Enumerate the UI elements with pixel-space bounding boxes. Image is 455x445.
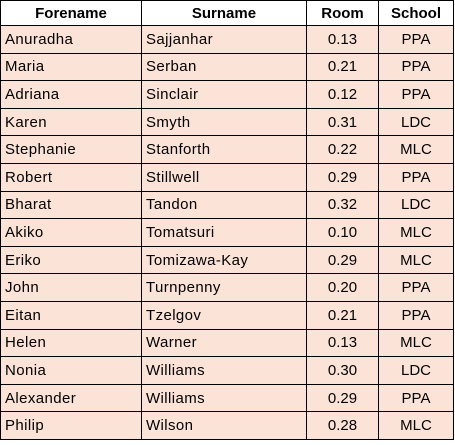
cell-school: PPA [378,25,454,54]
header-room: Room [306,0,379,26]
cell-forename: Eriko [0,245,142,275]
table-row: Akiko Tomatsuri 0.10 MLC [0,218,454,247]
cell-surname: Sinclair [141,80,307,109]
cell-school: LDC [378,107,454,137]
cell-forename: Helen [0,328,142,358]
cell-school: MLC [378,328,454,358]
cell-room: 0.31 [306,107,379,137]
table-row: Karen Smyth 0.31 LDC [0,107,454,137]
cell-room: 0.29 [306,245,379,275]
table-row: Eriko Tomizawa-Kay 0.29 MLC [0,245,454,275]
cell-forename: Bharat [0,190,142,220]
table-row: John Turnpenny 0.20 PPA [0,273,454,302]
table-row: Adriana Sinclair 0.12 PPA [0,80,454,109]
cell-school: MLC [378,218,454,247]
cell-forename: Alexander [0,383,142,413]
cell-room: 0.10 [306,218,379,247]
table-row: Helen Warner 0.13 MLC [0,328,454,358]
cell-surname: Tomizawa-Kay [141,245,307,275]
cell-room: 0.30 [306,356,379,385]
table-row: Eitan Tzelgov 0.21 PPA [0,300,454,330]
cell-surname: Tandon [141,190,307,220]
cell-school: PPA [378,383,454,413]
cell-room: 0.13 [306,328,379,358]
table-row: Philip Wilson 0.28 MLC [0,411,454,440]
cell-school: PPA [378,300,454,330]
header-school: School [378,0,454,26]
cell-room: 0.22 [306,135,379,164]
table-row: Alexander Williams 0.29 PPA [0,383,454,413]
cell-room: 0.12 [306,80,379,109]
cell-surname: Serban [141,52,307,82]
cell-forename: Anuradha [0,25,142,54]
cell-school: LDC [378,356,454,385]
cell-forename: Philip [0,411,142,440]
cell-surname: Williams [141,356,307,385]
cell-school: MLC [378,245,454,275]
table-row: Anuradha Sajjanhar 0.13 PPA [0,25,454,54]
cell-room: 0.28 [306,411,379,440]
table-row: Bharat Tandon 0.32 LDC [0,190,454,220]
cell-room: 0.29 [306,162,379,192]
cell-surname: Tzelgov [141,300,307,330]
table-body: Anuradha Sajjanhar 0.13 PPA Maria Serban 0.21 P… [0,25,454,440]
table-row: Stephanie Stanforth 0.22 MLC [0,135,454,164]
cell-surname: Wilson [141,411,307,440]
cell-surname: Turnpenny [141,273,307,302]
cell-school: PPA [378,52,454,82]
cell-surname: Williams [141,383,307,413]
cell-school: MLC [378,135,454,164]
cell-room: 0.29 [306,383,379,413]
cell-forename: Maria [0,52,142,82]
cell-school: PPA [378,273,454,302]
cell-forename: Stephanie [0,135,142,164]
cell-forename: Robert [0,162,142,192]
cell-school: LDC [378,190,454,220]
header-surname: Surname [141,0,307,26]
cell-surname: Stillwell [141,162,307,192]
cell-surname: Warner [141,328,307,358]
cell-room: 0.20 [306,273,379,302]
cell-room: 0.13 [306,25,379,54]
cell-forename: Adriana [0,80,142,109]
table-row: Nonia Williams 0.30 LDC [0,356,454,385]
cell-forename: Nonia [0,356,142,385]
cell-surname: Stanforth [141,135,307,164]
cell-forename: Karen [0,107,142,137]
cell-room: 0.21 [306,52,379,82]
header-row: Forename Surname Room School [0,0,454,26]
table-row: Robert Stillwell 0.29 PPA [0,162,454,192]
cell-surname: Sajjanhar [141,25,307,54]
cell-room: 0.32 [306,190,379,220]
cell-school: PPA [378,80,454,109]
cell-room: 0.21 [306,300,379,330]
cell-forename: Akiko [0,218,142,247]
header-forename: Forename [0,0,142,26]
cell-forename: John [0,273,142,302]
cell-surname: Smyth [141,107,307,137]
cell-school: PPA [378,162,454,192]
cell-school: MLC [378,411,454,440]
table-header: Forename Surname Room School [0,0,454,26]
cell-surname: Tomatsuri [141,218,307,247]
cell-forename: Eitan [0,300,142,330]
table-row: Maria Serban 0.21 PPA [0,52,454,82]
